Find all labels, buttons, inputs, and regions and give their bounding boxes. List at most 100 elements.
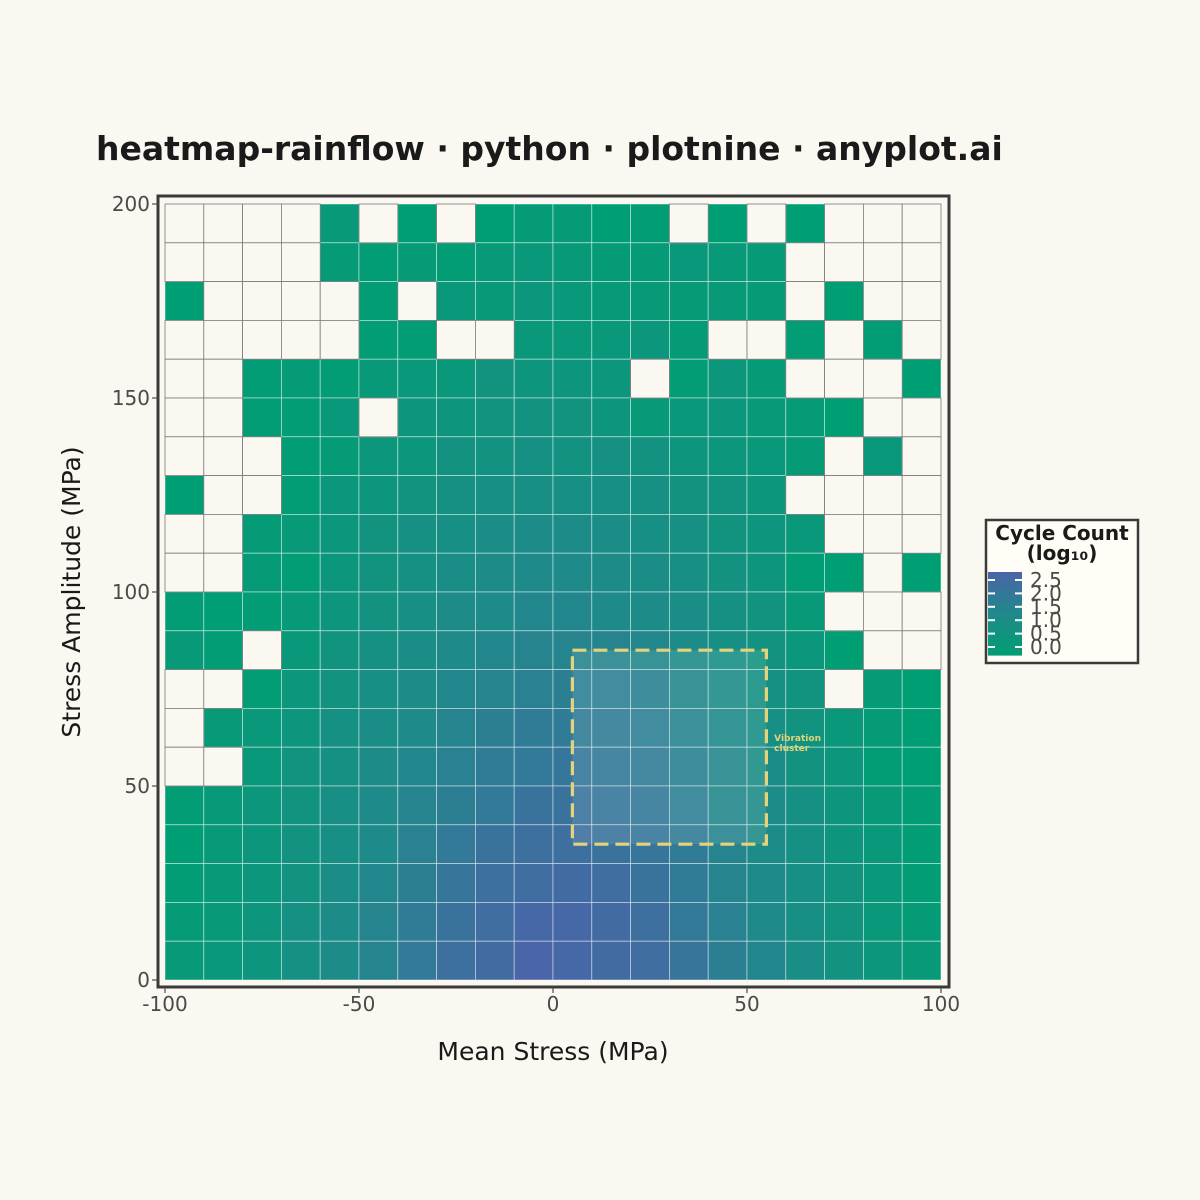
heatmap-cell <box>591 552 631 593</box>
empty-cell <box>630 358 670 399</box>
heatmap-cell <box>824 281 864 321</box>
heatmap-cell <box>785 203 825 244</box>
y-tick-label: 150 <box>112 386 150 410</box>
empty-cell <box>319 319 360 360</box>
heatmap-cell <box>513 902 554 942</box>
empty-cell <box>164 358 205 399</box>
heatmap-cell <box>785 669 825 709</box>
empty-cell <box>863 281 903 321</box>
heatmap-cell <box>242 708 282 748</box>
heatmap-cell <box>591 746 631 787</box>
legend-gradient-step <box>988 590 1022 594</box>
heatmap-cell <box>746 552 787 593</box>
legend-gradient-step <box>988 617 1022 621</box>
heatmap-cell <box>513 281 554 321</box>
heatmap-cell <box>280 863 321 903</box>
heatmap-cell <box>901 824 942 864</box>
heatmap-cell <box>591 203 631 244</box>
heatmap-cell <box>280 824 321 864</box>
legend-gradient-step <box>988 574 1022 577</box>
heatmap-cell <box>280 630 321 670</box>
heatmap-cell <box>436 552 476 593</box>
heatmap-cell <box>513 397 554 438</box>
empty-cell <box>824 436 864 476</box>
heatmap-cell <box>630 552 670 593</box>
heatmap-cell <box>863 436 903 476</box>
heatmap-cell <box>203 863 244 903</box>
heatmap-cell <box>513 708 554 748</box>
heatmap-cell <box>630 785 670 826</box>
heatmap-cell <box>901 940 942 981</box>
empty-cell <box>397 281 437 321</box>
heatmap-cell <box>242 358 282 399</box>
heatmap-cell <box>397 397 437 438</box>
heatmap-cell <box>436 591 476 632</box>
heatmap-cell <box>630 475 670 515</box>
legend-label: 2.5 <box>1030 568 1062 592</box>
empty-cell <box>242 630 282 670</box>
heatmap-cell <box>746 475 787 515</box>
heatmap-cell <box>319 358 360 399</box>
heatmap-cell <box>707 591 748 632</box>
heatmap-cell <box>901 708 942 748</box>
heatmap-cell <box>358 669 399 709</box>
heatmap-cell <box>746 242 787 283</box>
legend-gradient-step <box>988 607 1022 610</box>
legend-label: 2.0 <box>1030 581 1062 605</box>
heatmap-cell <box>474 436 515 476</box>
heatmap-cell <box>397 630 437 670</box>
heatmap-cell <box>474 203 515 244</box>
heatmap-cell <box>707 863 748 903</box>
legend-gradient-step <box>988 646 1022 650</box>
annotation-label-line1: Vibration <box>774 734 821 744</box>
heatmap-cell <box>746 281 787 321</box>
heatmap-cell <box>280 397 321 438</box>
empty-cell <box>824 242 864 283</box>
heatmap-cell <box>785 630 825 670</box>
empty-cell <box>901 630 942 670</box>
heatmap-cell <box>397 319 437 360</box>
heatmap-cell <box>358 552 399 593</box>
heatmap-cell <box>474 281 515 321</box>
heatmap-cell <box>319 708 360 748</box>
empty-cell <box>319 281 360 321</box>
x-tick-label: 50 <box>734 992 759 1016</box>
heatmap-cell <box>630 940 670 981</box>
heatmap-cell <box>863 669 903 709</box>
heatmap-cell <box>707 358 748 399</box>
heatmap-cell <box>242 785 282 826</box>
legend-gradient-step <box>988 582 1022 586</box>
legend-gradient-step <box>988 609 1022 613</box>
empty-cell <box>164 436 205 476</box>
empty-cell <box>203 242 244 283</box>
heatmap-cell <box>358 436 399 476</box>
heatmap-cell <box>785 591 825 632</box>
heatmap-cell <box>358 824 399 864</box>
legend-gradient-step <box>988 592 1022 596</box>
heatmap-cell <box>319 591 360 632</box>
empty-cell <box>280 242 321 283</box>
empty-cell <box>785 242 825 283</box>
empty-cell <box>824 319 864 360</box>
heatmap-cell <box>785 514 825 554</box>
heatmap-cell <box>669 281 709 321</box>
heatmap-cell <box>669 902 709 942</box>
x-tick-label: 0 <box>547 992 560 1016</box>
heatmap-cell <box>164 785 205 826</box>
heatmap-cell <box>785 436 825 476</box>
legend-gradient-step <box>988 648 1022 652</box>
empty-cell <box>164 397 205 438</box>
heatmap-cell <box>552 863 593 903</box>
legend-gradient-step <box>988 605 1022 608</box>
heatmap-cell <box>901 785 942 826</box>
empty-cell <box>707 319 748 360</box>
heatmap-cell <box>280 552 321 593</box>
heatmap-cell <box>397 785 437 826</box>
heatmap-cell <box>242 552 282 593</box>
legend-gradient-step <box>988 596 1022 600</box>
empty-cell <box>901 319 942 360</box>
heatmap-cell <box>436 785 476 826</box>
empty-cell <box>824 669 864 709</box>
heatmap-cell <box>319 630 360 670</box>
